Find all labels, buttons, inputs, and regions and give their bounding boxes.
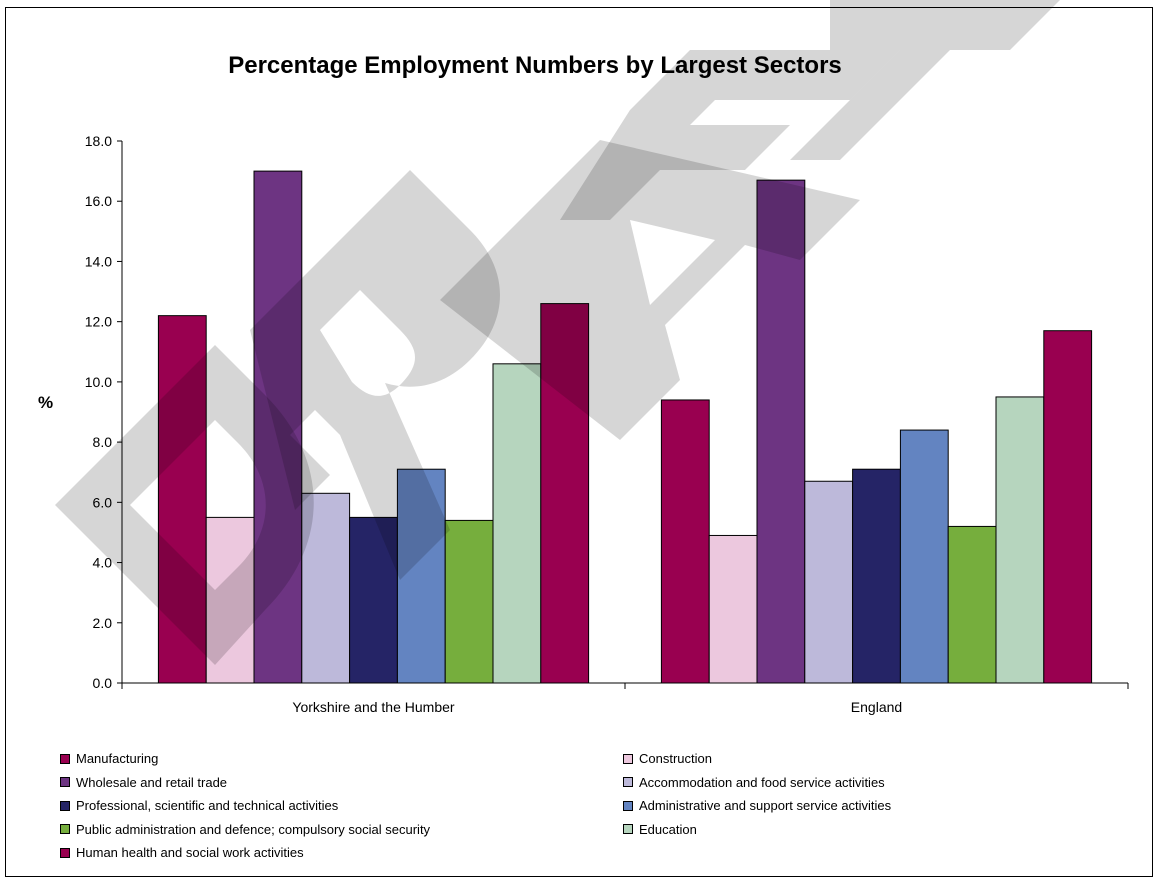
legend-label: Administrative and support service activ… <box>639 798 892 813</box>
y-tick-label: 16.0 <box>85 193 112 209</box>
x-tick-label: Yorkshire and the Humber <box>292 699 454 715</box>
legend-label: Manufacturing <box>76 751 159 766</box>
bar <box>205 516 255 684</box>
bar <box>253 170 303 684</box>
legend-swatch <box>60 824 70 834</box>
legend-swatch <box>60 753 70 764</box>
y-tick-label: 2.0 <box>93 615 113 631</box>
bar <box>899 429 949 684</box>
legend-item: Human health and social work activities <box>60 845 304 860</box>
bar <box>708 534 758 684</box>
bar <box>947 525 997 684</box>
x-tick-label: England <box>851 699 902 715</box>
legend-item: Education <box>623 822 697 837</box>
y-tick-label: 0.0 <box>93 675 113 691</box>
legend-item: Public administration and defence; compu… <box>60 822 430 837</box>
legend-swatch <box>623 800 633 811</box>
bar <box>396 468 446 684</box>
y-tick-label: 8.0 <box>93 434 113 450</box>
bar <box>444 519 494 684</box>
legend-swatch <box>60 847 70 858</box>
y-tick-label: 6.0 <box>93 494 113 510</box>
bar <box>540 303 590 684</box>
bar <box>349 516 398 684</box>
y-tick-label: 18.0 <box>85 133 112 149</box>
bar <box>756 179 806 684</box>
legend-item: Professional, scientific and technical a… <box>60 798 338 813</box>
bar <box>804 480 854 684</box>
legend-label: Professional, scientific and technical a… <box>76 798 339 813</box>
legend-item: Administrative and support service activ… <box>623 798 891 813</box>
legend-swatch <box>60 777 70 787</box>
bar <box>852 468 901 684</box>
legend-label: Education <box>639 821 697 837</box>
y-tick-label: 12.0 <box>85 314 112 330</box>
legend-swatch <box>623 824 633 834</box>
y-tick-label: 14.0 <box>85 253 112 269</box>
legend-label: Accommodation and food service activitie… <box>639 774 885 790</box>
legend: Manufacturing Construction Wholesale and r… <box>60 751 1060 871</box>
legend-item: Manufacturing <box>60 751 158 766</box>
bar <box>492 363 542 684</box>
legend-item: Construction <box>623 751 712 766</box>
legend-label: Human health and social work activities <box>76 845 304 860</box>
chart-title: Percentage Employment Numbers by Largest… <box>228 52 842 79</box>
bar <box>1043 330 1093 684</box>
y-tick-label: 10.0 <box>85 374 112 390</box>
legend-label: Public administration and defence; compu… <box>76 821 431 837</box>
y-axis-label: % <box>38 393 54 412</box>
legend-swatch <box>623 777 633 787</box>
bar <box>660 399 710 684</box>
legend-label: Construction <box>639 751 712 766</box>
legend-label: Wholesale and retail trade <box>76 774 228 790</box>
legend-item: Accommodation and food service activitie… <box>623 775 885 790</box>
legend-item: Wholesale and retail trade <box>60 775 227 790</box>
bar <box>995 396 1045 684</box>
legend-swatch <box>60 800 70 811</box>
bar <box>157 315 207 684</box>
bar <box>301 492 351 684</box>
legend-swatch <box>623 753 633 764</box>
y-tick-label: 4.0 <box>93 555 113 571</box>
